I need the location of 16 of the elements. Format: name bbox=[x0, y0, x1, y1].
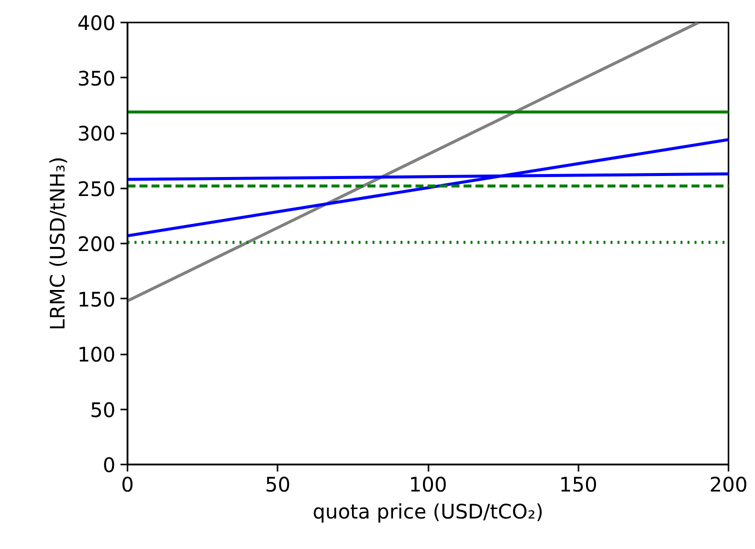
y-tick-label: 300 bbox=[77, 122, 116, 146]
x-tick-label: 0 bbox=[121, 472, 134, 496]
x-tick-label: 150 bbox=[559, 472, 598, 496]
y-axis-title: LRMC (USD/tNH₃) bbox=[45, 156, 70, 330]
x-tick-label: 100 bbox=[408, 472, 448, 496]
y-tick-label: 50 bbox=[90, 398, 116, 422]
y-tick-label: 100 bbox=[77, 342, 116, 366]
y-tick-label: 250 bbox=[77, 176, 116, 201]
x-axis-title: quota price (USD/tCO₂) bbox=[312, 500, 544, 524]
y-tick-label: 350 bbox=[77, 66, 116, 90]
y-tick-label: 0 bbox=[102, 453, 116, 477]
y-tick-label: 150 bbox=[77, 287, 116, 312]
y-tick-label: 200 bbox=[77, 232, 116, 256]
x-tick-label: 50 bbox=[265, 472, 290, 496]
x-tick-label: 200 bbox=[709, 472, 748, 496]
y-tick-label: 400 bbox=[77, 11, 116, 35]
